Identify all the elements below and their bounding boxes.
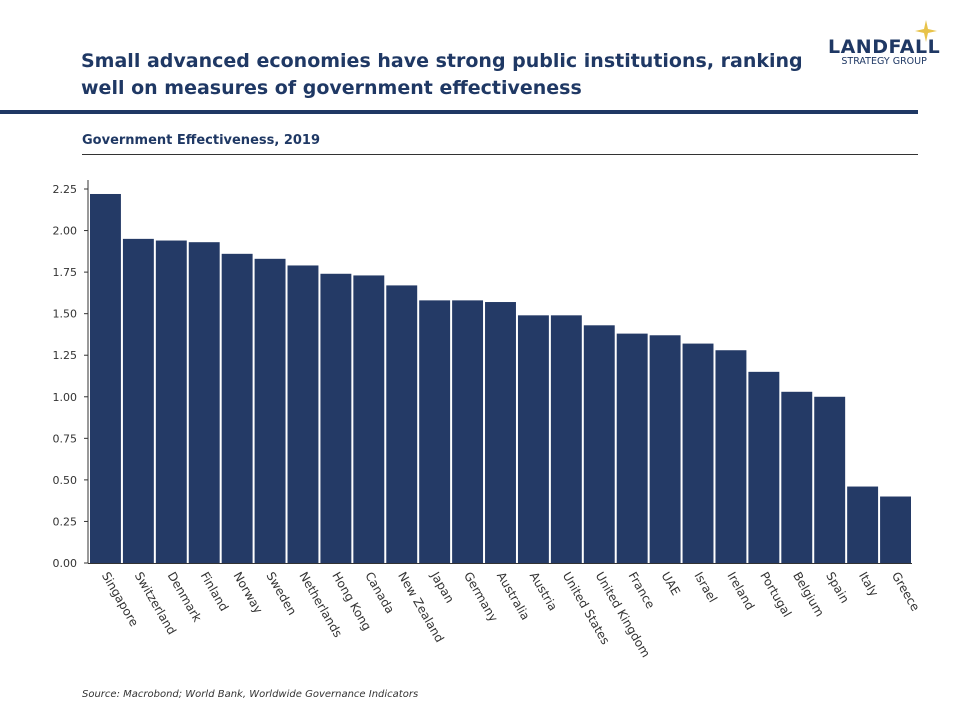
- bar-sweden: [254, 258, 286, 563]
- bar-hong-kong: [320, 273, 352, 563]
- bar-finland: [188, 242, 220, 564]
- bar-belgium: [781, 391, 813, 563]
- y-tick-label: 2.00: [53, 225, 78, 238]
- bar-canada: [353, 275, 385, 563]
- bar-united-states: [550, 315, 582, 563]
- x-tick-label: Canada: [362, 570, 397, 617]
- bar-australia: [485, 302, 516, 563]
- x-tick-label: Greece: [889, 570, 922, 614]
- bar-denmark: [155, 240, 187, 564]
- x-tick-label: Finland: [198, 570, 232, 614]
- x-tick-label: Sweden: [263, 570, 299, 618]
- bar-italy: [847, 486, 879, 563]
- logo-name: LANDFALL: [828, 36, 941, 58]
- header-divider: [0, 110, 918, 114]
- bar-switzerland: [122, 238, 154, 563]
- bar-netherlands: [287, 265, 319, 563]
- y-tick-label: 1.50: [53, 308, 78, 321]
- landfall-logo: LANDFALL STRATEGY GROUP: [828, 36, 940, 67]
- chart-title-divider: [82, 154, 918, 155]
- source-note: Source: Macrobond; World Bank, Worldwide…: [82, 689, 419, 700]
- y-tick-label: 0.75: [53, 432, 78, 445]
- bar-austria: [517, 315, 549, 563]
- chart-title: Government Effectiveness, 2019: [82, 133, 321, 148]
- y-tick-label: 0.00: [53, 557, 78, 570]
- x-tick-label: Ireland: [724, 570, 757, 613]
- x-tick-label: Italy: [856, 570, 881, 600]
- y-tick-label: 2.25: [53, 183, 78, 196]
- y-tick-label: 1.00: [53, 391, 78, 404]
- page-title: Small advanced economies have strong pub…: [81, 50, 803, 99]
- x-tick-label: France: [626, 570, 658, 612]
- bar-norway: [221, 253, 253, 563]
- y-tick-label: 0.50: [53, 474, 78, 487]
- y-tick-label: 1.25: [53, 349, 78, 362]
- bar-uae: [649, 335, 681, 563]
- y-tick-label: 1.75: [53, 266, 78, 279]
- x-tick-label: Spain: [823, 570, 852, 606]
- x-tick-label: Norway: [231, 570, 266, 616]
- x-tick-label: UAE: [659, 570, 683, 598]
- bar-germany: [452, 300, 484, 563]
- y-tick-label: 0.25: [53, 515, 78, 528]
- bar-france: [616, 333, 648, 563]
- x-tick-label: Japan: [428, 569, 457, 606]
- x-tick-label: Belgium: [790, 570, 827, 620]
- bar-spain: [814, 396, 846, 563]
- bar-singapore: [90, 193, 121, 563]
- x-tick-label: Austria: [527, 570, 560, 614]
- star-icon: [915, 20, 937, 42]
- bar-japan: [419, 300, 451, 563]
- bar-united-kingdom: [583, 325, 615, 563]
- bar-new-zealand: [386, 285, 418, 563]
- logo-tagline: STRATEGY GROUP: [841, 56, 927, 67]
- bar-ireland: [715, 350, 747, 563]
- bar-israel: [682, 343, 714, 563]
- bar-portugal: [748, 371, 780, 563]
- bar-greece: [880, 496, 911, 563]
- x-tick-label: Portugal: [757, 570, 794, 620]
- x-tick-label: Israel: [691, 570, 720, 605]
